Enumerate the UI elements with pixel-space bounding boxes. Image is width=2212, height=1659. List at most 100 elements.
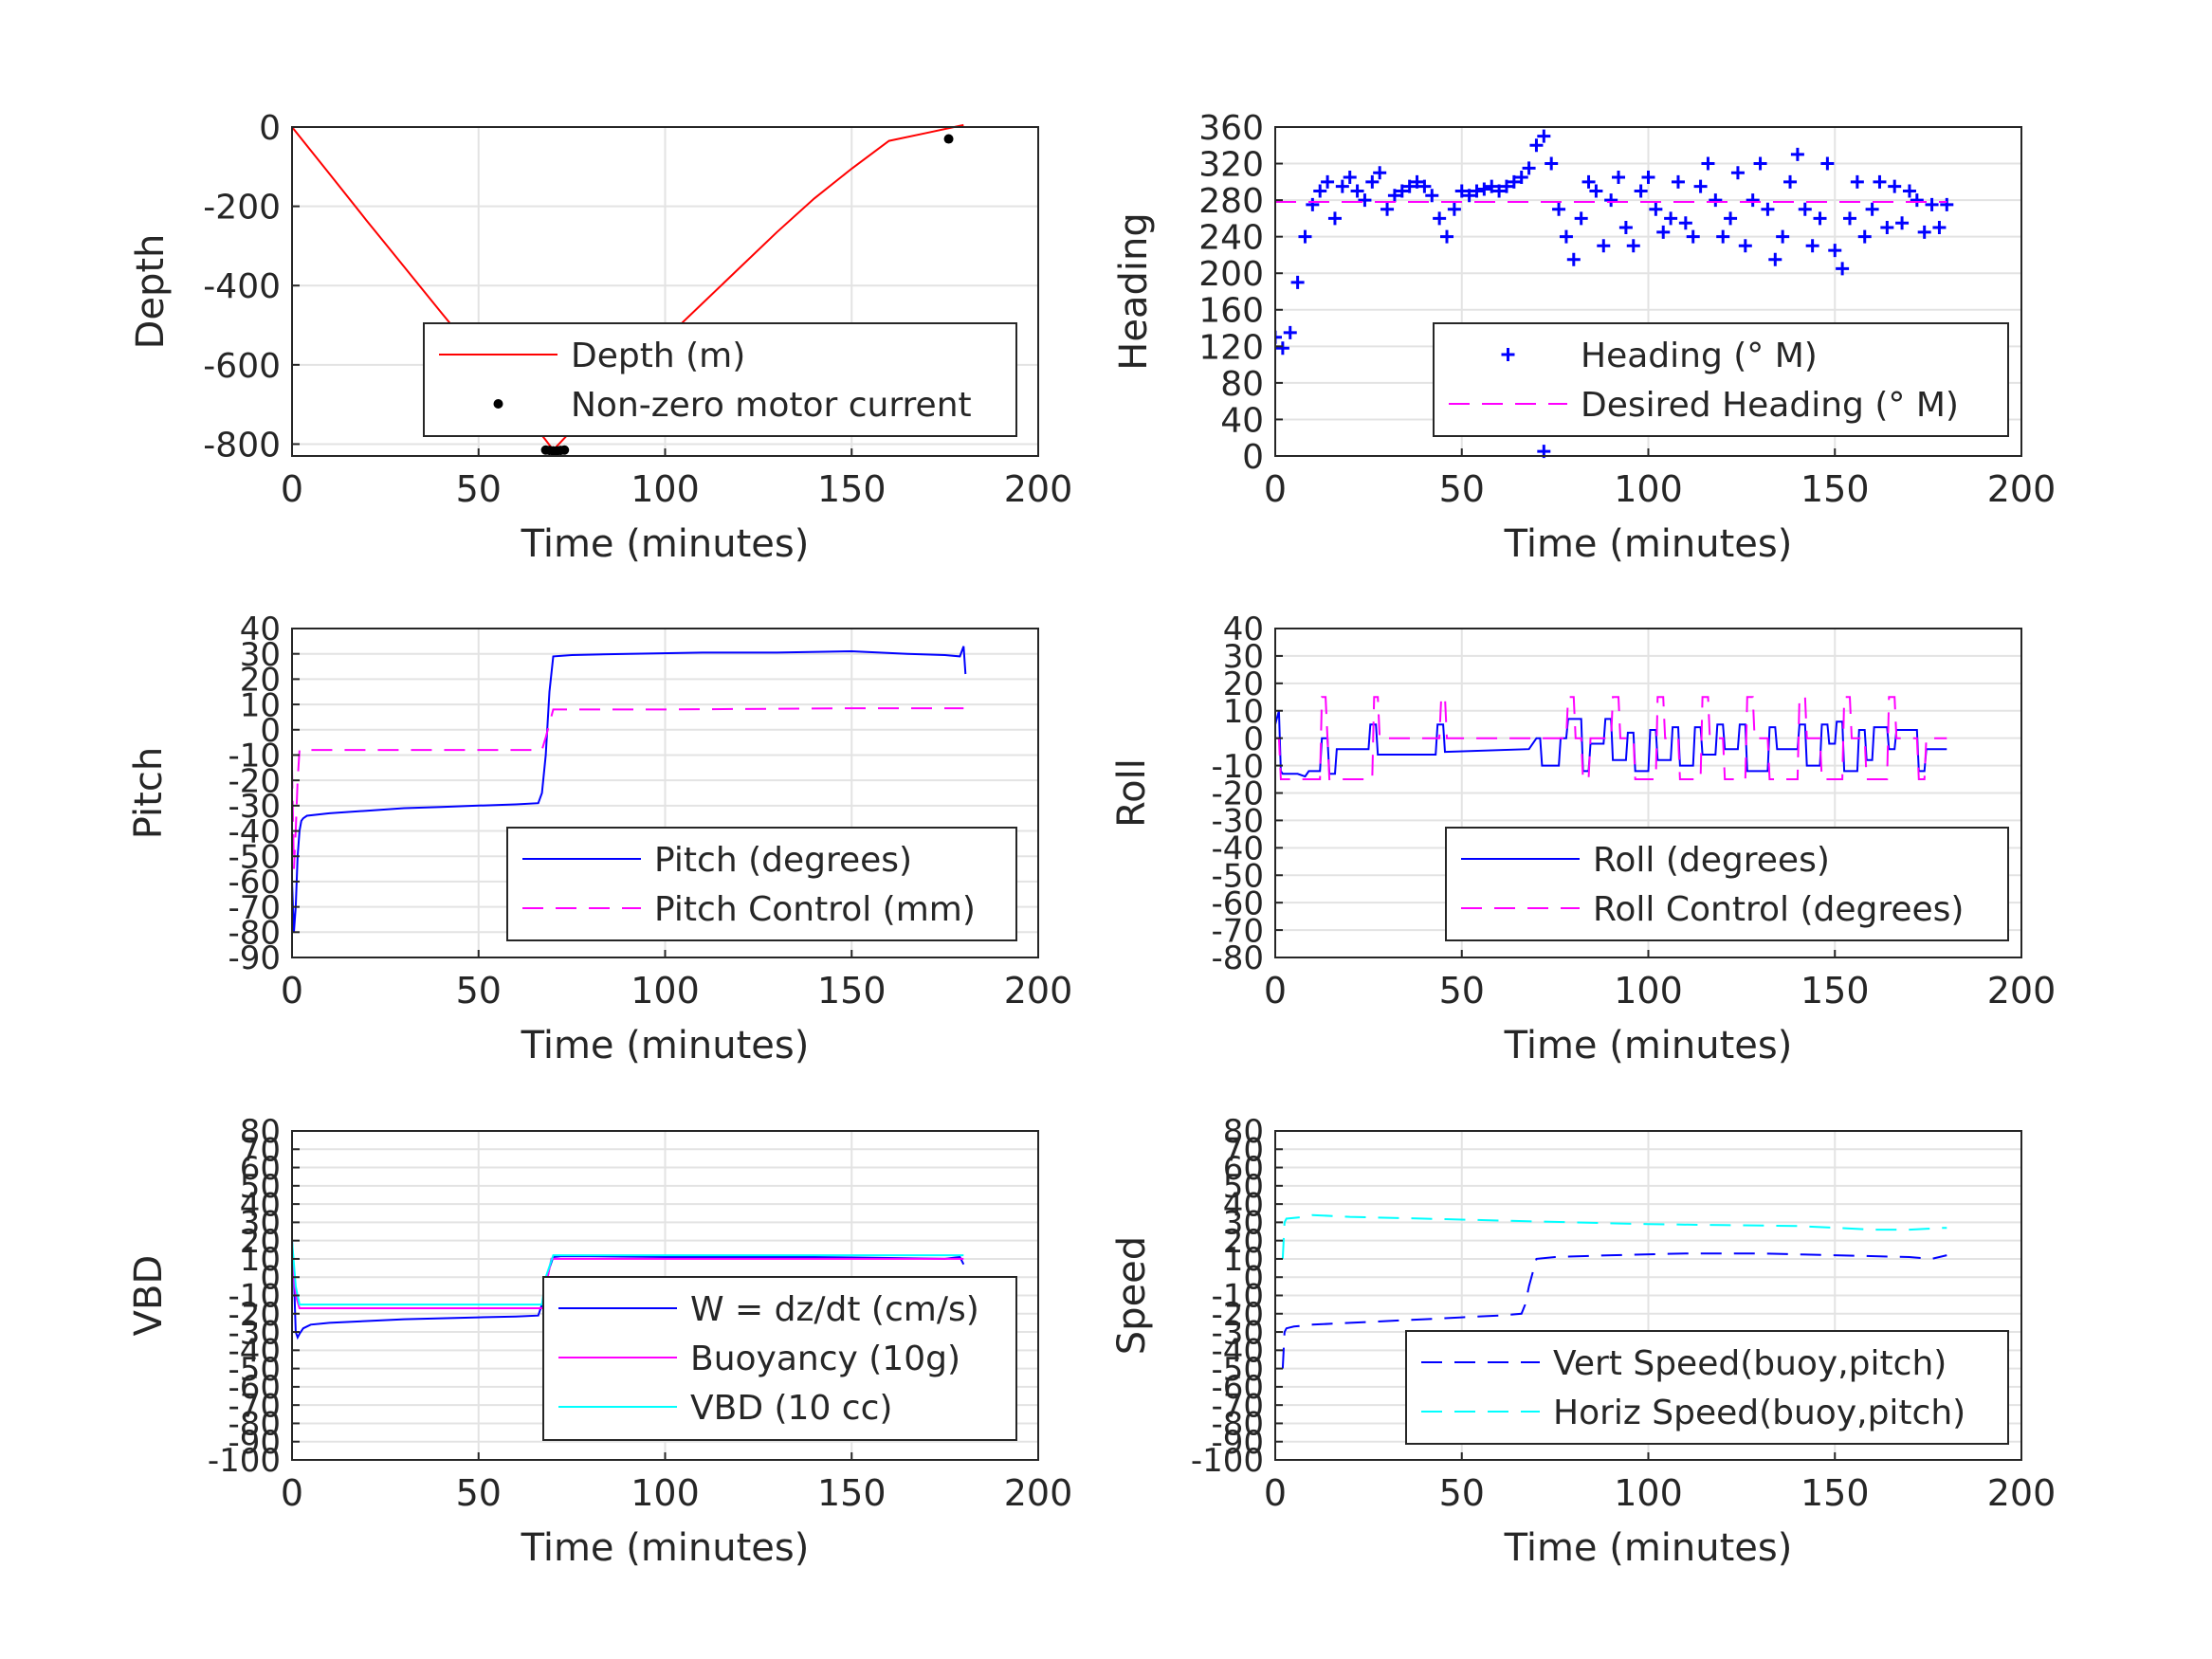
y-tick-label: -20	[1211, 1296, 1264, 1334]
legend-box	[1405, 1330, 2009, 1445]
data-point	[1566, 252, 1581, 266]
y-tick-label: 40	[1220, 401, 1264, 440]
y-tick-label: -100	[1191, 1442, 1264, 1480]
data-point	[1664, 211, 1678, 226]
data-point	[1433, 211, 1447, 226]
legend-swatch	[1501, 348, 1515, 361]
data-point	[1306, 197, 1320, 211]
data-point	[1514, 171, 1528, 185]
y-tick-label: 0	[259, 109, 281, 148]
data-point	[1842, 211, 1856, 226]
data-point	[1641, 171, 1655, 185]
y-tick-label: -80	[228, 1406, 281, 1444]
legend-swatch	[493, 399, 503, 409]
legend-label: VBD (10 cc)	[690, 1389, 892, 1428]
legend-box	[1433, 322, 2009, 437]
data-point	[1402, 179, 1417, 193]
legend-label: Pitch (degrees)	[654, 841, 912, 880]
data-point	[1552, 202, 1566, 216]
data-point	[943, 134, 954, 144]
data-point	[1275, 341, 1289, 356]
plot-area	[1275, 696, 1947, 780]
legend-label: Depth (m)	[571, 337, 745, 375]
chart-roll: 0 50 100 150 200403020100-10-20-30-40-50-60-…	[1110, 611, 2056, 1067]
chart-pitch: 0 50 100 150 200403020100-10-20-30-40-50-60-…	[127, 611, 1072, 1067]
y-tick-label: 10	[240, 1241, 281, 1279]
legend-label: W = dz/dt (cm/s)	[690, 1290, 979, 1329]
y-tick-label: 20	[240, 662, 281, 700]
data-point	[1768, 252, 1782, 266]
y-axis-label: Heading	[1112, 212, 1156, 370]
data-point	[1447, 202, 1461, 216]
x-axis-label: Time (minutes)	[1504, 522, 1793, 566]
y-tick-label: -50	[228, 838, 281, 876]
y-tick-label: -600	[203, 347, 281, 386]
x-tick-label: 100	[1614, 970, 1683, 1012]
legend-label: Roll Control (degrees)	[1593, 890, 1964, 929]
data-point	[1350, 184, 1364, 198]
y-tick-label: -90	[1211, 1424, 1264, 1462]
data-point	[1761, 202, 1775, 216]
legend-label: Vert Speed(buoy,pitch)	[1553, 1344, 1947, 1383]
data-point	[1275, 330, 1282, 344]
data-point	[1917, 225, 1931, 239]
data-point	[1716, 229, 1730, 244]
legend: W = dz/dt (cm/s) Buoyancy (10g) VBD (10 cc…	[542, 1276, 1017, 1441]
x-tick-label: 100	[631, 468, 700, 510]
chart-speed: 0 50 100 150 20080706050403020100-10-20-30-4…	[1110, 1113, 2056, 1570]
legend-label: Pitch Control (mm)	[654, 890, 976, 929]
y-tick-label: 0	[1242, 438, 1264, 477]
y-tick-label: -10	[1211, 1278, 1264, 1316]
data-point	[1425, 189, 1439, 203]
data-point	[1671, 174, 1685, 189]
x-tick-label: 100	[631, 1472, 700, 1514]
x-tick-label: 0	[281, 1472, 303, 1514]
series-line	[1275, 710, 1947, 778]
data-point	[1410, 174, 1424, 189]
x-tick-label: 150	[1801, 1472, 1870, 1514]
data-point	[1828, 244, 1842, 258]
y-tick-label: 10	[1223, 1241, 1264, 1279]
x-tick-label: 200	[1004, 970, 1073, 1012]
data-point	[1618, 221, 1633, 235]
x-tick-label: 50	[456, 1472, 502, 1514]
x-tick-label: 150	[1801, 468, 1870, 510]
data-point	[1298, 229, 1312, 244]
data-point	[1358, 193, 1372, 208]
y-tick-label: 10	[1223, 693, 1264, 731]
y-tick-label: -40	[228, 1333, 281, 1371]
data-point	[1492, 184, 1507, 198]
data-point	[1932, 221, 1947, 235]
y-tick-label: -70	[1211, 912, 1264, 950]
y-axis-label: Depth	[129, 234, 173, 350]
data-point	[1507, 174, 1521, 189]
x-tick-label: 200	[1987, 970, 2057, 1012]
y-tick-label: -60	[228, 864, 281, 902]
y-tick-label: -10	[228, 1278, 281, 1316]
y-tick-label: -10	[1211, 748, 1264, 786]
data-point	[1746, 193, 1760, 208]
data-point	[1634, 184, 1648, 198]
y-tick-label: -40	[1211, 1333, 1264, 1371]
data-point	[1485, 179, 1499, 193]
y-tick-label: 30	[1223, 638, 1264, 676]
data-point	[1820, 156, 1835, 171]
y-tick-label: -90	[228, 1424, 281, 1462]
data-point	[1776, 229, 1790, 244]
y-tick-label: -80	[1211, 1406, 1264, 1444]
chart-depth: 0 50 100 150 200 0 -200 -400 -600 -800 Time (minut…	[129, 109, 1072, 566]
data-point	[1327, 211, 1342, 226]
data-point	[1686, 229, 1700, 244]
series-line	[1275, 696, 1947, 780]
data-point	[1730, 166, 1745, 180]
x-tick-label: 150	[1801, 970, 1870, 1012]
y-tick-label: -20	[1211, 775, 1264, 813]
data-point	[1857, 229, 1872, 244]
y-axis-label: VBD	[127, 1255, 171, 1337]
y-tick-label: -50	[1211, 857, 1264, 895]
data-point	[1597, 239, 1611, 253]
y-tick-label: 0	[260, 1259, 281, 1297]
y-tick-label: -60	[1211, 884, 1264, 922]
plot-area	[1281, 1213, 1947, 1369]
chart-heading: 0 50 100 150 20004080120160200240280320360Ti…	[1112, 109, 2056, 566]
